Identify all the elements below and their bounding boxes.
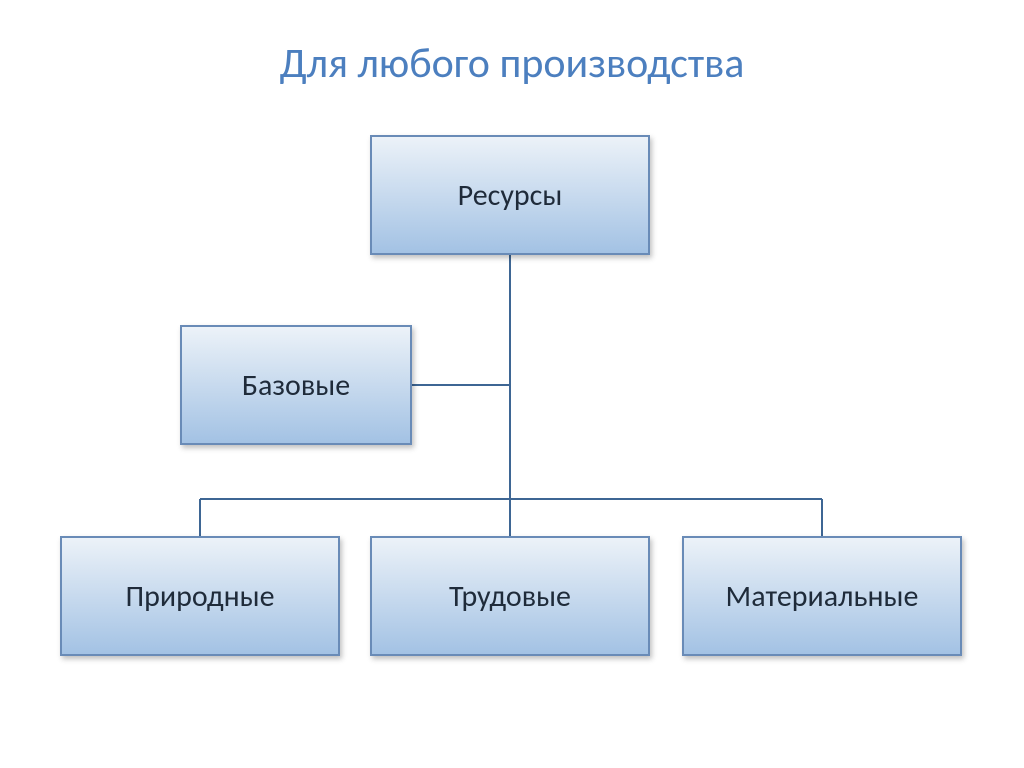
node-child3: Материальные <box>682 536 962 656</box>
node-side: Базовые <box>180 325 412 445</box>
node-root-label: Ресурсы <box>458 177 563 214</box>
node-child1: Природные <box>60 536 340 656</box>
node-child1-label: Природные <box>125 578 274 615</box>
node-root: Ресурсы <box>370 135 650 255</box>
node-child2: Трудовые <box>370 536 650 656</box>
node-child2-label: Трудовые <box>449 578 571 615</box>
node-child3-label: Материальные <box>726 578 919 615</box>
page-title: Для любого производства <box>0 38 1024 89</box>
node-side-label: Базовые <box>242 367 350 404</box>
